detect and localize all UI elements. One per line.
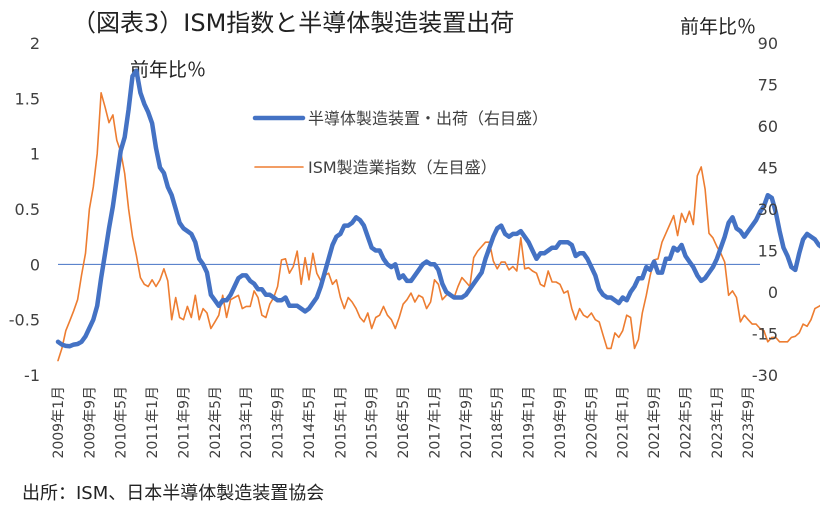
x-axis-tick-label: 2011年9月 — [176, 386, 192, 459]
x-axis-tick-label: 2016年5月 — [396, 386, 412, 459]
right-axis-unit-label: 前年比％ — [680, 16, 757, 38]
right-axis-tick-label: -30 — [752, 366, 778, 385]
x-axis-tick-label: 2023年9月 — [741, 386, 757, 459]
x-axis-tick-label: 2014年5月 — [302, 386, 318, 459]
x-axis-tick-label: 2019年1月 — [522, 386, 538, 459]
right-axis-tick-label: -15 — [752, 325, 778, 344]
right-axis-tick-label: 45 — [758, 159, 778, 178]
x-axis-tick-label: 2017年9月 — [459, 386, 475, 459]
x-axis-tick-label: 2020年5月 — [584, 386, 600, 459]
source-note: 出所：ISM、日本半導体製造装置協会 — [22, 483, 325, 504]
right-axis-tick-label: 90 — [758, 34, 778, 53]
x-axis-tick-label: 2018年5月 — [490, 386, 506, 459]
legend-label: ISM製造業指数（左目盛） — [308, 158, 497, 177]
left-axis-tick-label: 2 — [30, 34, 40, 53]
x-axis-tick-label: 2013年1月 — [239, 386, 255, 459]
x-axis-tick-label: 2022年5月 — [678, 386, 694, 459]
left-axis-unit-label: 前年比％ — [130, 59, 207, 81]
x-axis-tick-label: 2011年1月 — [145, 386, 161, 459]
x-axis-tick-label: 2015年9月 — [365, 386, 381, 459]
left-axis-tick-label: 0.5 — [15, 200, 40, 219]
x-axis-tick-label: 2012年5月 — [208, 386, 224, 459]
x-axis-tick-label: 2019年9月 — [553, 386, 569, 459]
chart-title: （図表3）ISM指数と半導体製造装置出荷 — [72, 9, 515, 37]
x-axis-tick-label: 2021年1月 — [616, 386, 632, 459]
right-axis-tick-label: 0 — [768, 283, 778, 302]
x-axis-tick-label: 2023年1月 — [710, 386, 726, 459]
x-axis-tick-label: 2017年1月 — [427, 386, 443, 459]
x-axis-tick-label: 2009年9月 — [82, 386, 98, 459]
series-line-equipment — [55, 68, 820, 349]
series-line-ism — [57, 92, 820, 362]
x-axis-tick-label: 2009年1月 — [51, 386, 67, 459]
x-axis-tick-label: 2010年5月 — [114, 386, 130, 459]
left-axis-tick-label: 0 — [30, 255, 40, 274]
left-axis-tick-label: -0.5 — [9, 311, 40, 330]
x-axis-tick-label: 2013年9月 — [271, 386, 287, 459]
left-axis-tick-label: -1 — [24, 366, 40, 385]
x-axis-tick-label: 2015年1月 — [333, 386, 349, 459]
left-axis-tick-label: 1 — [30, 145, 40, 164]
right-axis-tick-label: 30 — [758, 200, 778, 219]
legend-label: 半導体製造装置・出荷（右目盛） — [308, 109, 548, 128]
left-axis-tick-label: 1.5 — [15, 89, 40, 108]
right-axis-tick-label: 75 — [758, 76, 778, 95]
right-axis-tick-label: 60 — [758, 117, 778, 136]
right-axis-tick-label: 15 — [758, 242, 778, 261]
x-axis-tick-label: 2021年9月 — [647, 386, 663, 459]
